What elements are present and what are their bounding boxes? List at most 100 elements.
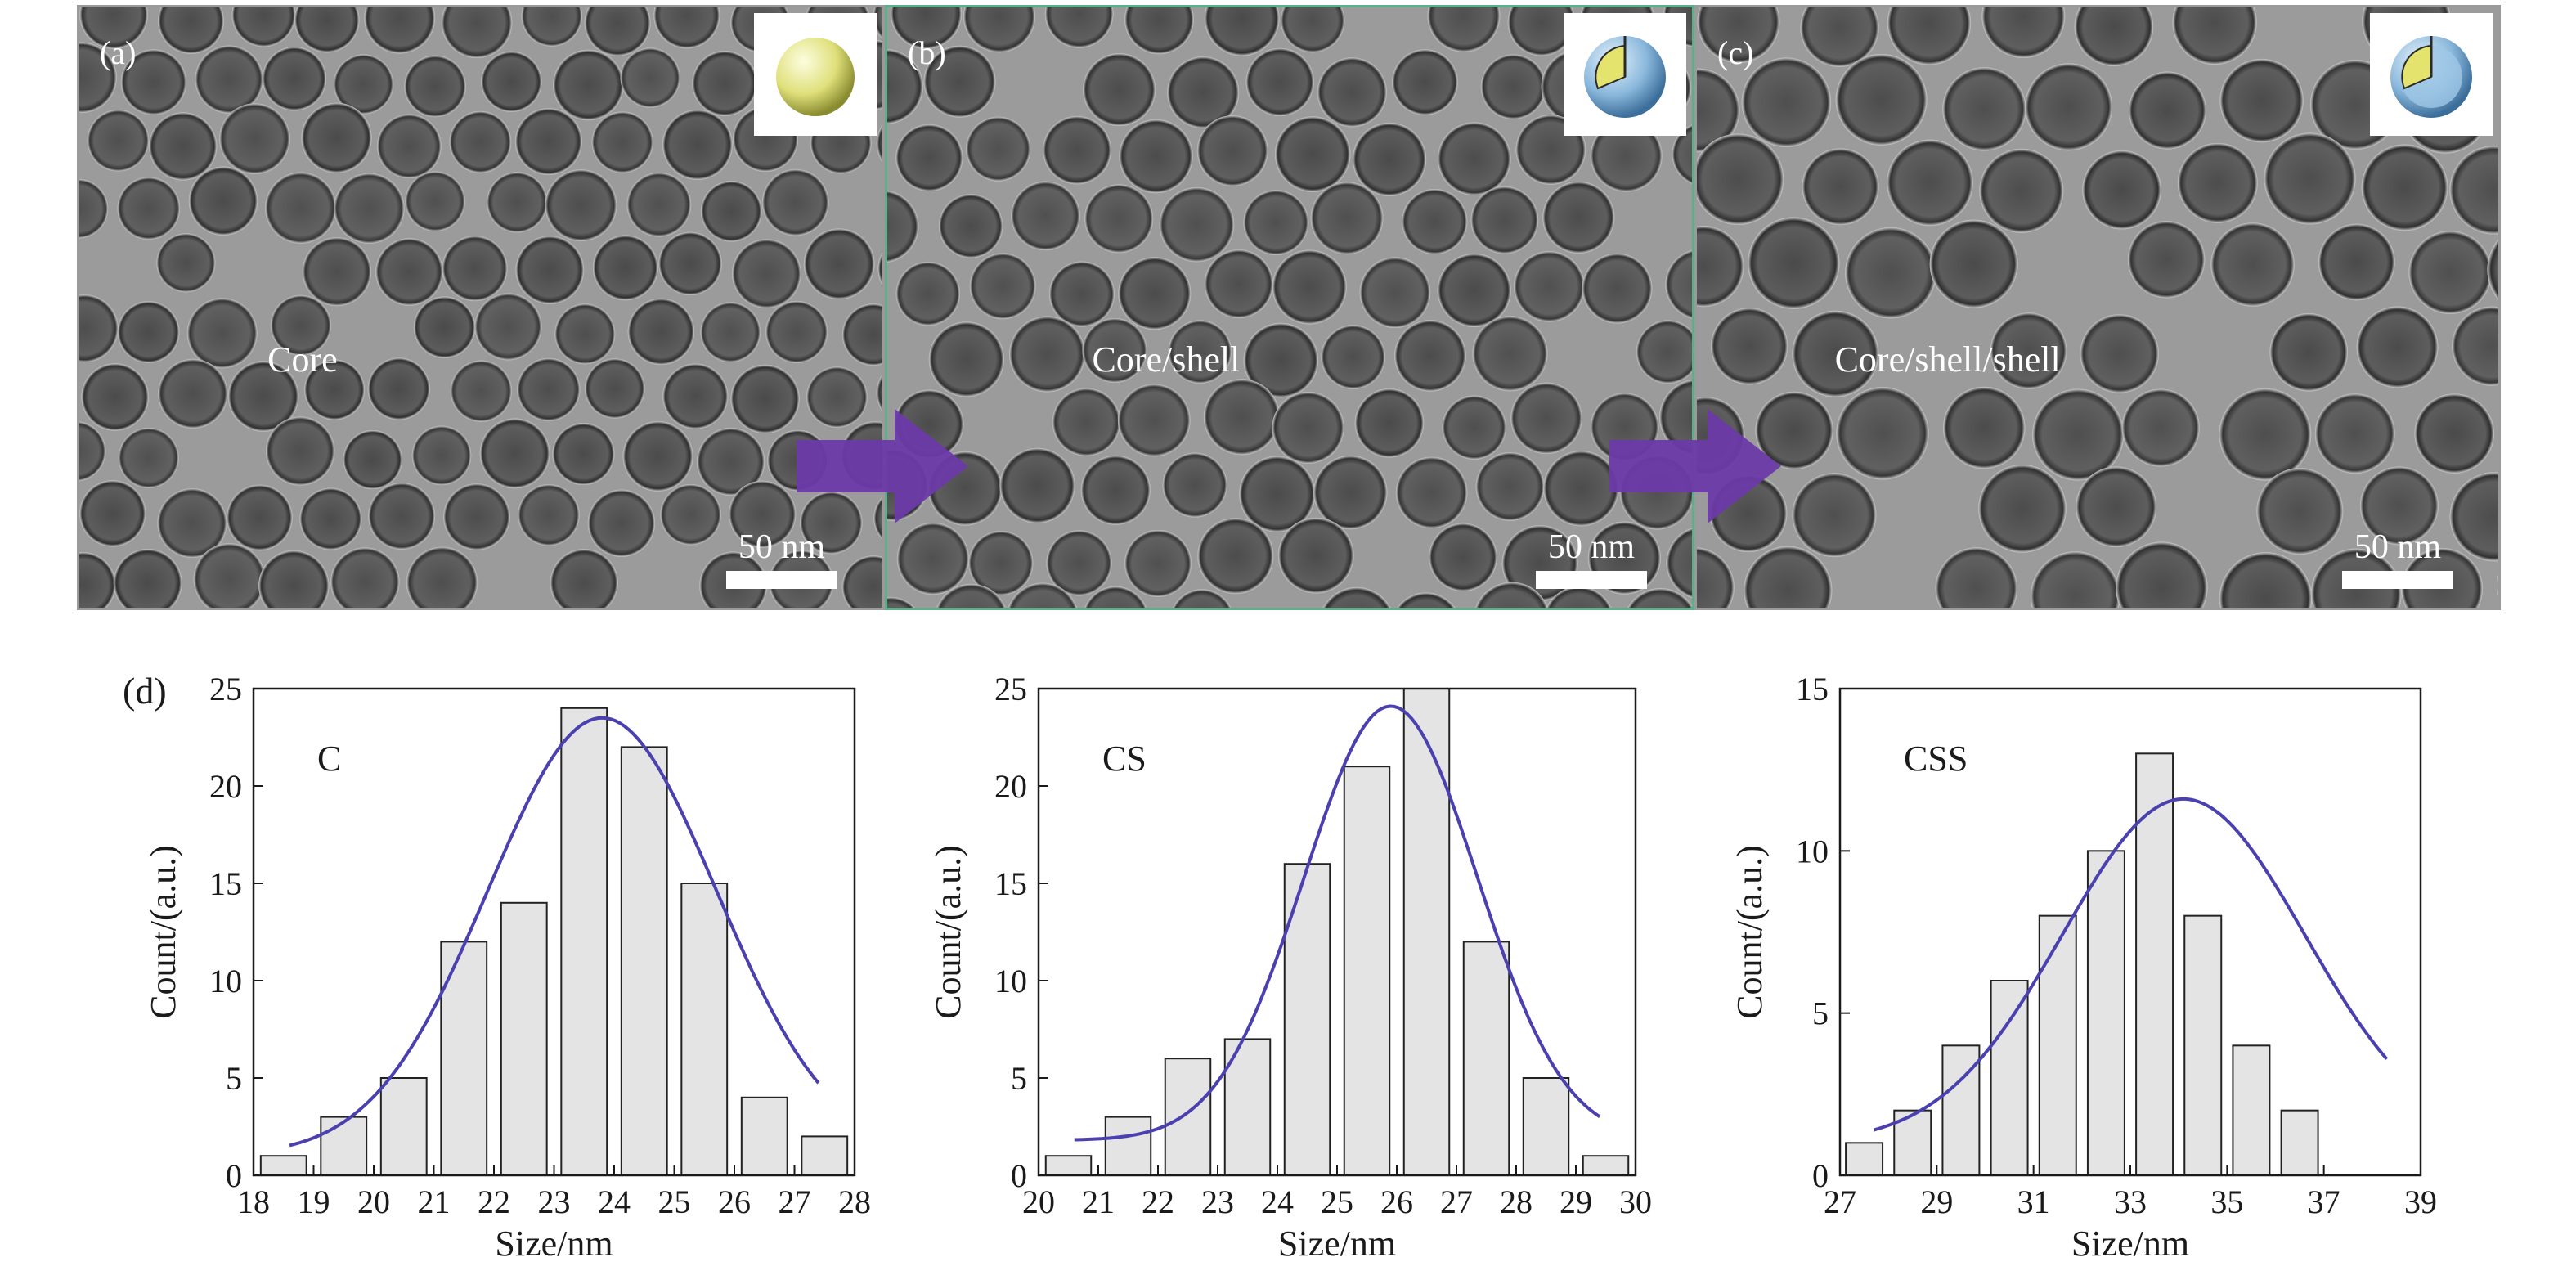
y-tick-label: 10 bbox=[209, 963, 242, 999]
panel-letter: (b) bbox=[908, 34, 946, 71]
series-label: CS bbox=[1102, 739, 1147, 779]
x-tick-label: 24 bbox=[1261, 1183, 1294, 1220]
tem-panel-b: (b) Core/shell 50 nm bbox=[885, 5, 1694, 610]
histogram-bar bbox=[1402, 688, 1451, 1176]
gaussian-fit-line bbox=[1074, 704, 1601, 1142]
x-tick-label: 28 bbox=[838, 1183, 871, 1220]
x-tick-label: 27 bbox=[1824, 1183, 1856, 1220]
histogram-bar bbox=[1104, 1116, 1152, 1176]
panel-letter: (a) bbox=[100, 34, 136, 71]
panel-label: Core/shell bbox=[1092, 339, 1240, 380]
nanoparticles bbox=[77, 5, 885, 610]
svg-text:50 nm: 50 nm bbox=[1548, 528, 1636, 566]
x-tick-label: 24 bbox=[598, 1183, 631, 1220]
x-tick-label: 31 bbox=[2017, 1183, 2050, 1220]
y-tick-label: 20 bbox=[209, 768, 242, 805]
tem-panel-c: (c) Core/shell/shell 50 nm bbox=[1694, 5, 2501, 610]
x-tick-label: 22 bbox=[1142, 1183, 1174, 1220]
histogram-bar bbox=[801, 1135, 849, 1177]
right-arrow-icon bbox=[1609, 409, 1781, 523]
x-tick-label: 35 bbox=[2210, 1183, 2243, 1220]
histogram-bar bbox=[2280, 1109, 2319, 1177]
panel-letter: (c) bbox=[1717, 34, 1753, 71]
histogram-bar bbox=[2232, 1044, 2271, 1176]
y-tick-label: 15 bbox=[209, 865, 242, 902]
y-axis-label: Count/(a.u.) bbox=[928, 845, 968, 1019]
x-tick-label: 33 bbox=[2114, 1183, 2147, 1220]
histogram-bar bbox=[1283, 863, 1331, 1176]
histogram-bar bbox=[500, 901, 548, 1176]
histogram-bar bbox=[379, 1077, 428, 1176]
core-shell-sphere-icon bbox=[1564, 13, 1686, 136]
right-arrow-icon bbox=[797, 409, 968, 523]
histogram-bar bbox=[620, 746, 668, 1176]
x-tick-label: 26 bbox=[718, 1183, 751, 1220]
x-tick-label: 18 bbox=[237, 1183, 270, 1220]
x-tick-label: 21 bbox=[1082, 1183, 1115, 1220]
y-axis-label: Count/(a.u.) bbox=[143, 845, 183, 1019]
x-tick-label: 23 bbox=[1201, 1183, 1234, 1220]
gaussian-fit-line bbox=[289, 716, 820, 1148]
core-sphere-icon bbox=[754, 13, 877, 136]
y-tick-label: 15 bbox=[1796, 671, 1829, 707]
y-tick-label: 10 bbox=[1796, 833, 1829, 869]
x-tick-label: 27 bbox=[779, 1183, 811, 1220]
panel-letter-d: (d) bbox=[123, 670, 167, 712]
histogram-c: 18 19 20 21 22 23 24 25 26 27 28 0 5 10 15 20 25 Size/nm C… bbox=[143, 671, 871, 1264]
histogram-css: 27 29 31 33 35 37 39 0 5 10 15 Size/nm Count/(a.u.) C… bbox=[1730, 671, 2437, 1264]
y-tick-label: 5 bbox=[1812, 995, 1829, 1032]
x-tick-label: 20 bbox=[1022, 1183, 1055, 1220]
x-tick-label: 30 bbox=[1619, 1183, 1652, 1220]
histogram-bar bbox=[1845, 1142, 1884, 1176]
x-tick-label: 29 bbox=[1920, 1183, 1953, 1220]
x-axis-label: Size/nm bbox=[2071, 1224, 2189, 1264]
scale-bar: 50 nm bbox=[1536, 528, 1647, 589]
histogram-bar bbox=[1044, 1155, 1093, 1177]
y-axis-label: Count/(a.u.) bbox=[1730, 845, 1770, 1019]
histogram-bar bbox=[740, 1096, 788, 1176]
x-tick-label: 25 bbox=[1321, 1183, 1353, 1220]
x-tick-label: 19 bbox=[298, 1183, 330, 1220]
panel-label: Core bbox=[267, 339, 338, 380]
histogram-bar bbox=[320, 1116, 368, 1176]
x-tick-label: 29 bbox=[1560, 1183, 1592, 1220]
y-tick-label: 20 bbox=[994, 768, 1027, 805]
x-tick-label: 27 bbox=[1440, 1183, 1473, 1220]
y-tick-label: 0 bbox=[1011, 1157, 1027, 1194]
x-axis-label: Size/nm bbox=[495, 1224, 613, 1264]
x-axis-label: Size/nm bbox=[1278, 1224, 1396, 1264]
histogram-bar bbox=[2135, 752, 2174, 1177]
scale-bar: 50 nm bbox=[2342, 528, 2453, 589]
x-tick-label: 25 bbox=[658, 1183, 691, 1220]
y-tick-label: 25 bbox=[994, 671, 1027, 707]
histogram-bar bbox=[2038, 914, 2077, 1176]
gaussian-fit-line bbox=[1873, 797, 2389, 1132]
y-tick-label: 5 bbox=[226, 1060, 242, 1097]
x-tick-label: 22 bbox=[478, 1183, 510, 1220]
histogram-bar bbox=[1582, 1155, 1630, 1177]
x-tick-label: 26 bbox=[1380, 1183, 1413, 1220]
x-tick-label: 28 bbox=[1500, 1183, 1533, 1220]
histogram-bar bbox=[2183, 914, 2223, 1176]
svg-text:50 nm: 50 nm bbox=[2354, 528, 2442, 566]
x-tick-label: 23 bbox=[538, 1183, 571, 1220]
x-tick-label: 39 bbox=[2404, 1183, 2437, 1220]
histogram-charts: (d) 18 19 20 21 22 23 24 25 26 27 28 0 5 10 15 20 25 Size/… bbox=[123, 670, 2437, 1264]
y-tick-label: 5 bbox=[1011, 1060, 1027, 1097]
histogram-bar bbox=[1462, 941, 1510, 1176]
core-shell-shell-sphere-icon bbox=[2370, 13, 2493, 136]
y-tick-label: 10 bbox=[994, 963, 1027, 999]
series-label: CSS bbox=[1904, 739, 1968, 779]
histogram-bar bbox=[259, 1155, 307, 1177]
nanoparticles bbox=[1694, 5, 2501, 610]
histogram-bar bbox=[680, 883, 729, 1176]
histogram-bar bbox=[1164, 1058, 1212, 1177]
nanoparticles bbox=[885, 5, 1694, 610]
y-tick-label: 15 bbox=[994, 865, 1027, 902]
y-tick-label: 25 bbox=[209, 671, 242, 707]
series-label: C bbox=[317, 739, 341, 779]
histogram-cs: 20 21 22 23 24 25 26 27 28 29 30 0 5 10 15 20 25 Size/nm C… bbox=[928, 671, 1652, 1264]
panel-label: Core/shell/shell bbox=[1835, 339, 2061, 380]
histogram-bar bbox=[1990, 980, 2029, 1176]
histogram-bar bbox=[2086, 850, 2125, 1176]
